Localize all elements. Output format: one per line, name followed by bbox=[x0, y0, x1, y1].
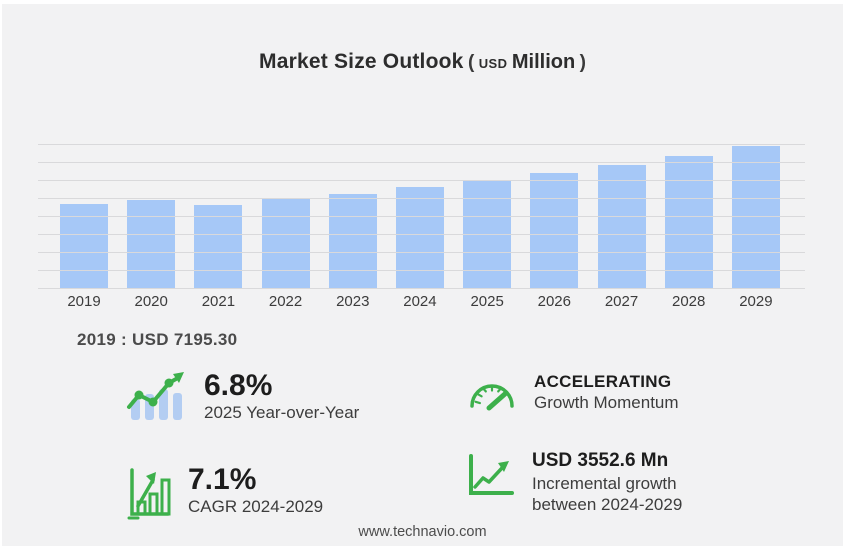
title-unit-scale: Million bbox=[511, 51, 576, 73]
x-tick-label: 2026 bbox=[537, 293, 571, 310]
yoy-label: 2025 Year-over-Year bbox=[204, 402, 360, 422]
bar-2029 bbox=[731, 146, 780, 288]
gridline bbox=[38, 234, 805, 235]
bar-2026 bbox=[530, 172, 579, 288]
bar-growth-icon bbox=[126, 464, 172, 527]
incremental-label: Incremental growth bbox=[532, 473, 677, 493]
bar-2022 bbox=[261, 198, 310, 288]
gridline bbox=[38, 288, 805, 289]
gridline bbox=[38, 270, 805, 271]
x-tick-label: 2023 bbox=[336, 293, 370, 310]
x-tick-label: 2021 bbox=[201, 293, 236, 310]
stat-yoy: 6.8% 2025 Year-over-Year bbox=[124, 370, 359, 427]
title-paren-open: ( bbox=[467, 52, 475, 73]
x-tick-label: 2022 bbox=[268, 293, 303, 310]
infographic-panel: Market Size Outlook ( USD Million ) 2019… bbox=[2, 4, 843, 546]
gauge-icon bbox=[464, 372, 518, 423]
x-tick-label: 2027 bbox=[604, 293, 639, 310]
bar-chart-plot bbox=[38, 144, 805, 289]
momentum-label: Growth Momentum bbox=[534, 393, 679, 413]
cagr-label: CAGR 2024-2029 bbox=[188, 496, 324, 516]
stat-momentum: ACCELERATING Growth Momentum bbox=[464, 372, 679, 423]
bar-2020 bbox=[127, 199, 176, 288]
title-text: Market Size Outlook bbox=[259, 50, 464, 73]
base-year-annotation: 2019 : USD 7195.30 bbox=[77, 330, 238, 349]
incremental-label2: between 2024-2029 bbox=[532, 495, 683, 515]
x-tick-label: 2024 bbox=[403, 293, 437, 310]
bar-2019 bbox=[60, 204, 108, 288]
gridline bbox=[38, 216, 805, 217]
gridline bbox=[38, 180, 805, 181]
incremental-growth-icon bbox=[464, 450, 516, 505]
bar-2028 bbox=[664, 156, 713, 288]
gridline bbox=[38, 198, 805, 199]
bar-2021 bbox=[194, 204, 243, 288]
page-title: Market Size Outlook ( USD Million ) bbox=[2, 50, 843, 74]
bar-2024 bbox=[395, 187, 444, 288]
bars-row bbox=[60, 144, 780, 288]
x-tick-label: 2019 bbox=[67, 293, 101, 310]
x-tick-label: 2020 bbox=[134, 293, 168, 310]
title-paren-close: ) bbox=[579, 52, 586, 73]
bar-2027 bbox=[597, 164, 646, 288]
gridline bbox=[38, 144, 805, 145]
x-axis-labels: 2019 2020 2021 2022 2023 2024 2025 2026 2027 2028… bbox=[60, 293, 780, 310]
website-url: www.technavio.com bbox=[358, 524, 487, 540]
x-tick-label: 2029 bbox=[739, 293, 773, 310]
bar-2023 bbox=[328, 193, 377, 288]
gridline bbox=[38, 162, 805, 163]
x-tick-label: 2025 bbox=[470, 293, 504, 310]
x-tick-label: 2028 bbox=[672, 293, 706, 310]
momentum-value: ACCELERATING bbox=[534, 372, 672, 391]
incremental-value: USD 3552.6 Mn bbox=[532, 450, 669, 471]
gridline bbox=[38, 252, 805, 253]
cagr-value: 7.1% bbox=[188, 463, 257, 496]
trend-line-bars-icon bbox=[124, 370, 188, 427]
yoy-value: 6.8% bbox=[204, 369, 273, 402]
stat-incremental: USD 3552.6 Mn Incremental growth between… bbox=[464, 450, 682, 515]
stat-cagr: 7.1% CAGR 2024-2029 bbox=[126, 464, 323, 527]
title-unit-currency: USD bbox=[478, 56, 508, 71]
